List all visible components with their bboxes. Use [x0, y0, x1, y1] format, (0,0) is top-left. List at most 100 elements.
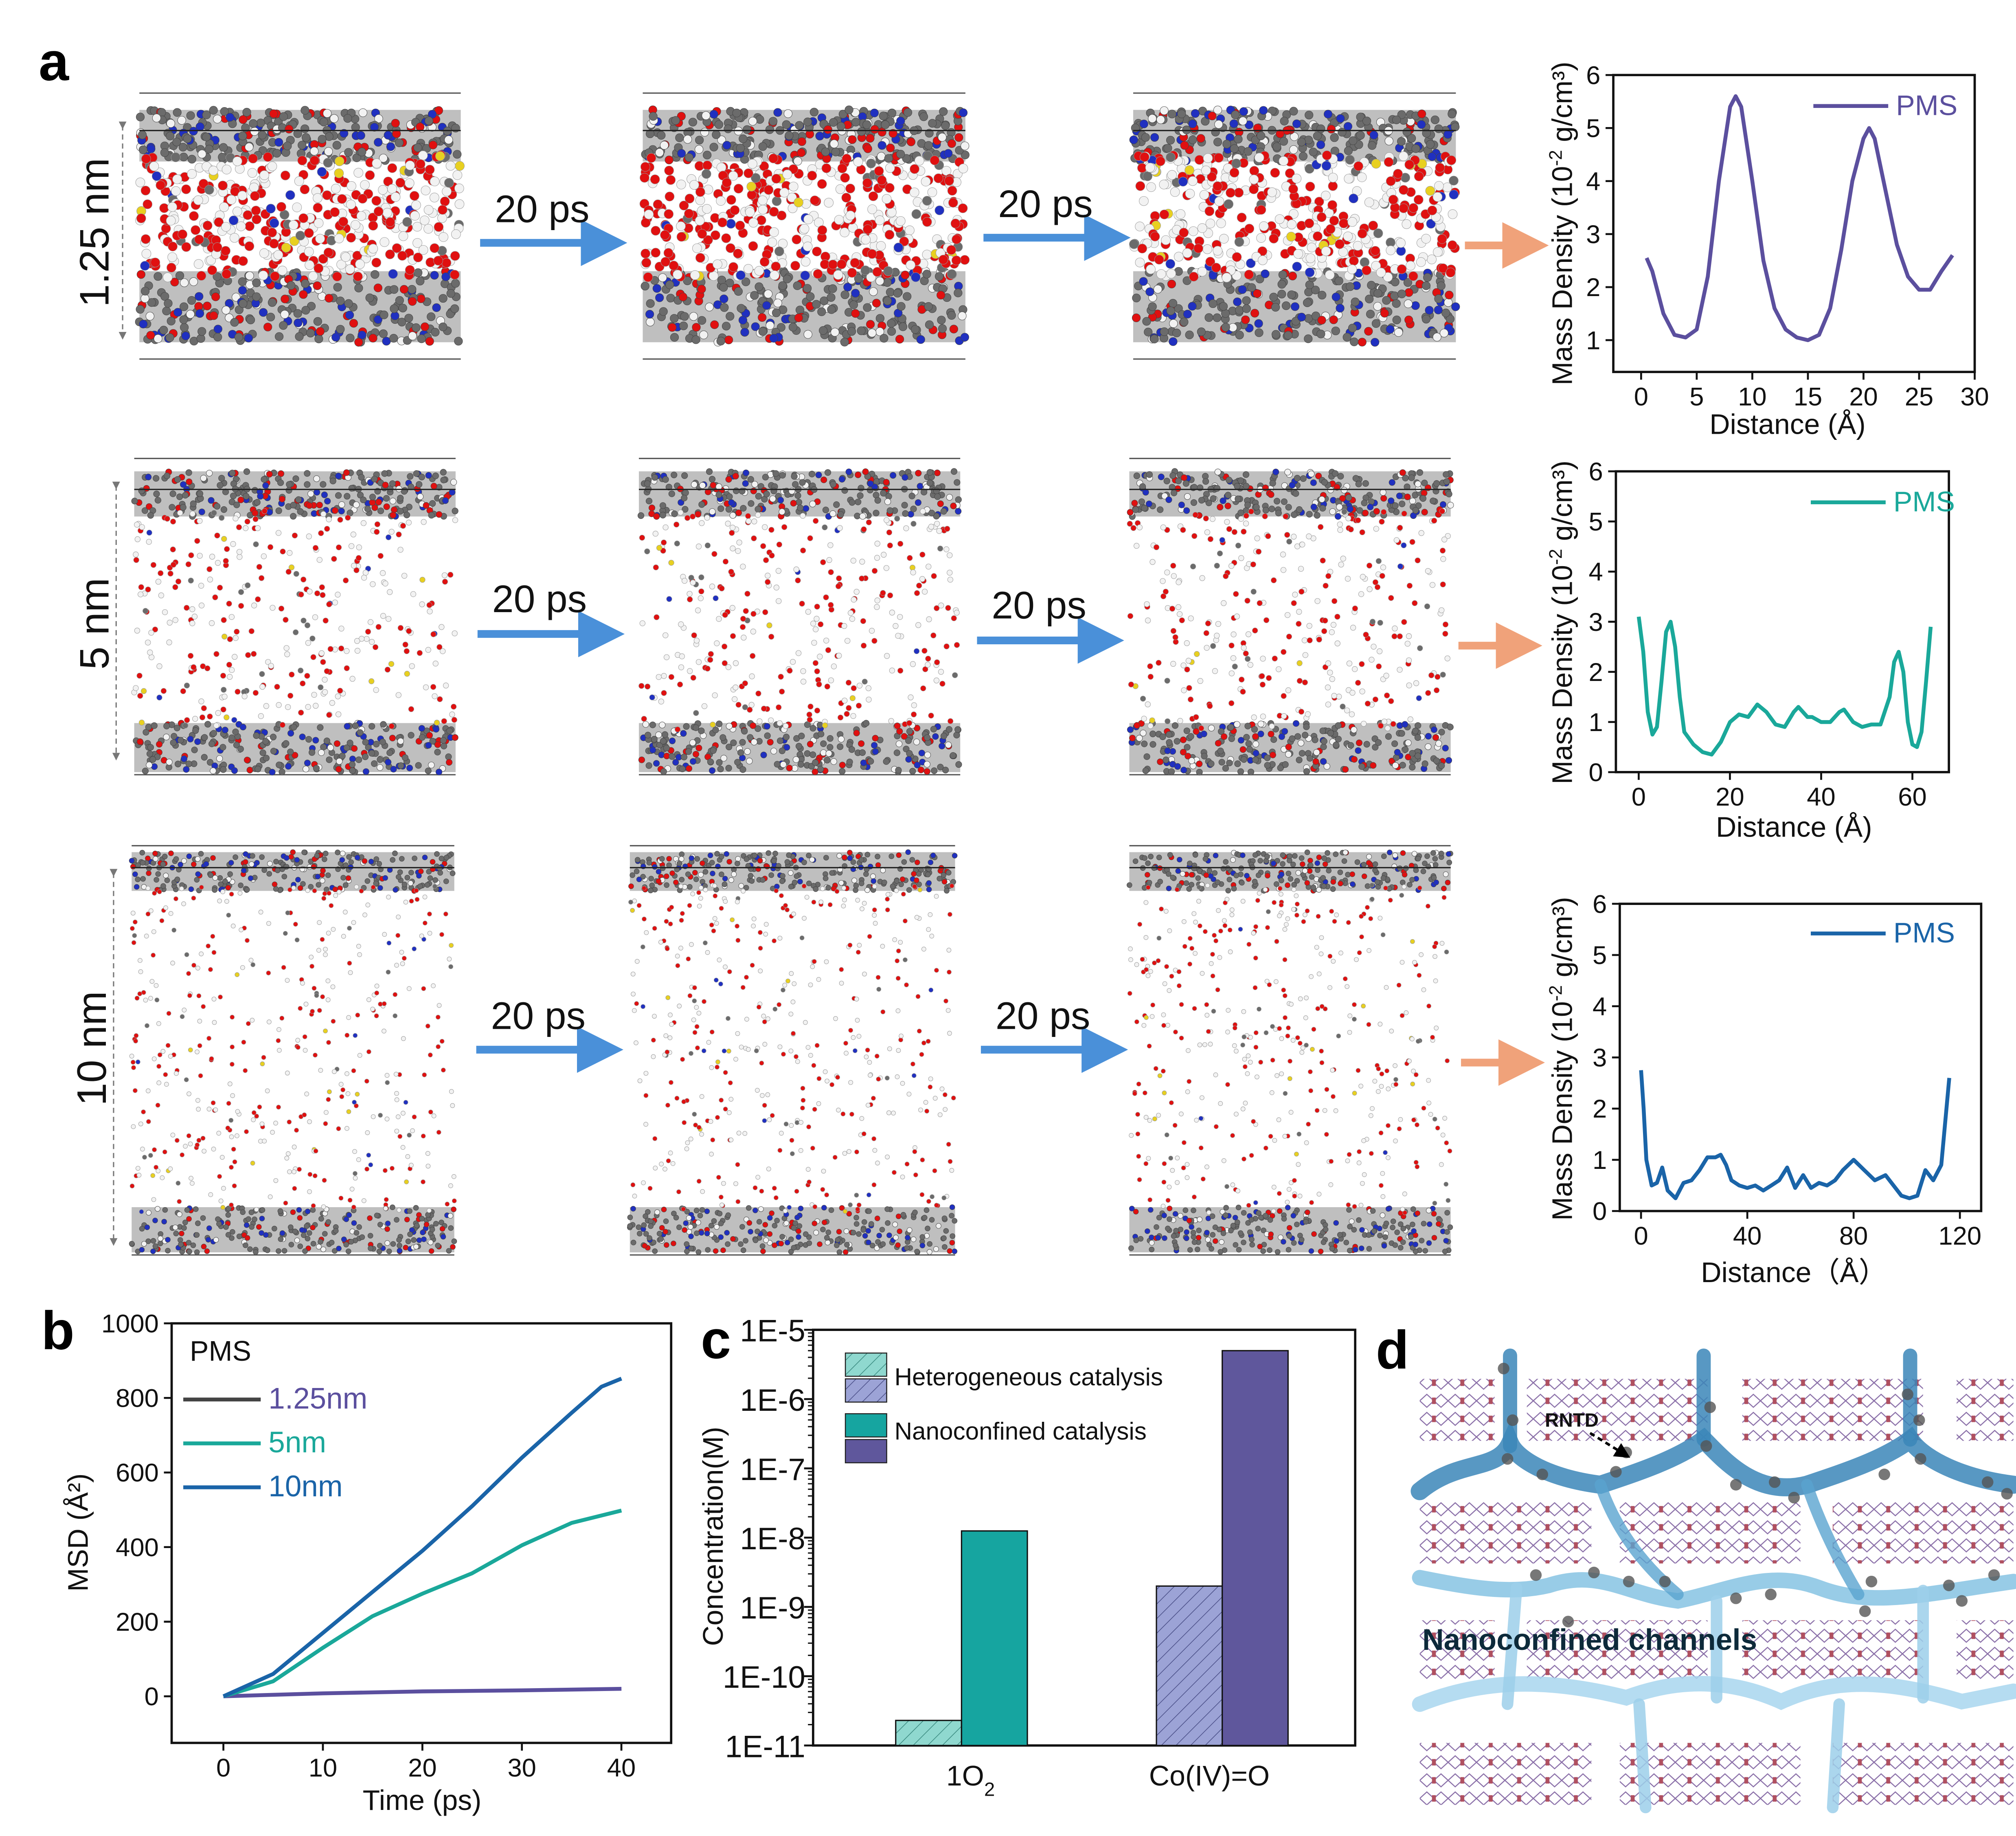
- atom: [318, 684, 324, 690]
- atom: [867, 249, 877, 259]
- atom: [419, 734, 426, 741]
- atom: [262, 738, 269, 745]
- atom: [761, 705, 767, 712]
- atom: [906, 260, 916, 270]
- atom: [1244, 147, 1253, 156]
- atom: [1391, 740, 1398, 747]
- atom: [693, 710, 699, 716]
- atom: [725, 476, 732, 483]
- atom: [1386, 176, 1396, 186]
- atom: [192, 716, 198, 722]
- atom: [207, 576, 213, 583]
- atom: [280, 310, 289, 319]
- atom: [762, 524, 768, 530]
- atom: [813, 518, 819, 524]
- atom: [1172, 328, 1181, 338]
- atom: [1137, 244, 1147, 254]
- atom: [1167, 110, 1176, 119]
- atom: [880, 590, 886, 596]
- atom: [831, 663, 837, 670]
- atom: [840, 290, 849, 299]
- atom: [1154, 255, 1164, 265]
- atom: [862, 178, 872, 188]
- atom: [1157, 758, 1164, 765]
- atom: [284, 651, 290, 657]
- atom: [736, 270, 746, 280]
- atom: [1201, 753, 1208, 760]
- atom: [371, 196, 382, 206]
- atom: [189, 606, 195, 612]
- atom: [283, 617, 289, 623]
- atom: [451, 703, 457, 710]
- atom: [947, 552, 953, 558]
- atom: [656, 674, 662, 680]
- atom: [212, 242, 222, 252]
- panel-label-a: a: [39, 31, 69, 92]
- atom: [1145, 287, 1154, 296]
- atom: [1142, 767, 1149, 774]
- atom: [301, 306, 310, 315]
- graphene-layer: [134, 723, 456, 772]
- atom: [134, 536, 141, 542]
- atom: [425, 337, 434, 346]
- atom: [160, 292, 169, 301]
- atom: [641, 281, 649, 291]
- atom: [203, 301, 212, 310]
- atom: [1425, 733, 1432, 740]
- atom: [1163, 756, 1169, 763]
- atom: [245, 271, 254, 280]
- atom: [839, 768, 846, 775]
- atom: [1267, 187, 1277, 197]
- atom: [920, 508, 926, 514]
- atom: [1156, 269, 1166, 279]
- atom: [266, 471, 273, 478]
- atom: [883, 266, 893, 276]
- atom: [236, 221, 246, 231]
- atom: [309, 635, 316, 641]
- atom: [385, 217, 395, 227]
- atom: [855, 499, 862, 505]
- atom: [958, 312, 967, 321]
- atom: [1164, 747, 1171, 754]
- atom: [1421, 490, 1428, 496]
- atom: [452, 734, 458, 741]
- atom: [441, 718, 447, 724]
- atom: [751, 481, 758, 488]
- atom: [344, 148, 353, 157]
- atom: [1433, 480, 1440, 487]
- atom: [943, 546, 950, 552]
- atom: [903, 292, 912, 301]
- atom: [823, 637, 829, 643]
- atom: [855, 471, 862, 478]
- atom: [147, 744, 154, 751]
- atom: [1373, 228, 1383, 238]
- atom: [747, 734, 754, 741]
- atom: [323, 738, 330, 745]
- atom: [346, 334, 355, 343]
- atom: [353, 168, 364, 178]
- atom: [959, 108, 968, 117]
- atom: [1250, 309, 1259, 318]
- atom: [261, 508, 268, 514]
- atom: [644, 480, 651, 487]
- atom: [192, 727, 199, 734]
- atom: [797, 504, 804, 512]
- atom: [954, 610, 960, 616]
- atom: [1243, 483, 1250, 490]
- atom: [1167, 279, 1176, 289]
- atom: [692, 724, 700, 731]
- atom: [373, 283, 383, 292]
- atom: [1139, 277, 1148, 286]
- atom: [138, 584, 144, 590]
- atom: [921, 176, 931, 187]
- atom: [737, 749, 744, 756]
- atom: [737, 304, 746, 313]
- atom: [1182, 248, 1192, 258]
- atom: [1408, 271, 1418, 281]
- atom: [419, 601, 425, 607]
- atom: [1261, 269, 1270, 278]
- atom: [1316, 124, 1325, 133]
- atom: [794, 492, 801, 499]
- atom: [866, 696, 872, 703]
- atom: [285, 190, 295, 200]
